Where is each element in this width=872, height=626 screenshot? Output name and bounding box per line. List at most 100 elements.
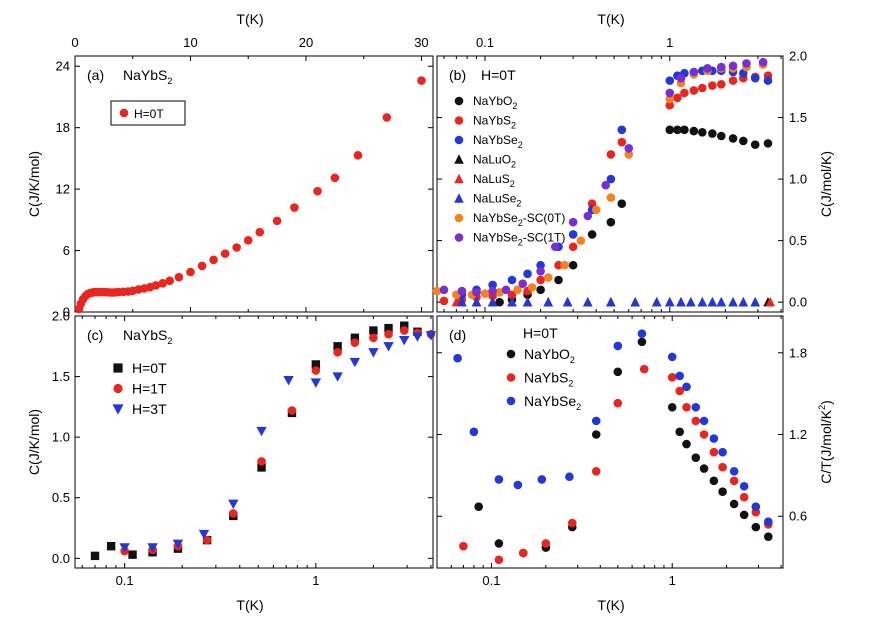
data-point — [568, 260, 578, 270]
data-point — [228, 499, 239, 509]
data-point — [728, 76, 738, 85]
legend-label: NaYbSe2 — [473, 133, 523, 150]
panel-tag: (b) — [449, 67, 466, 83]
data-point — [709, 476, 719, 486]
data-point — [617, 199, 627, 208]
data-point — [488, 280, 497, 290]
plot-frame — [74, 315, 434, 569]
data-point — [682, 402, 691, 412]
x-tick-label: 1 — [669, 573, 676, 588]
data-point — [480, 289, 490, 298]
data-point — [613, 367, 623, 377]
legend-label: H=0T — [134, 107, 164, 121]
data-point — [697, 296, 708, 307]
data-point — [518, 548, 528, 558]
legend-box — [110, 100, 186, 126]
data-point — [708, 81, 717, 90]
data-point — [763, 76, 773, 85]
data-point — [567, 518, 577, 528]
legend-marker — [454, 233, 464, 242]
data-point — [728, 61, 738, 71]
data-point — [507, 275, 517, 285]
data-point — [106, 541, 116, 551]
data-point — [739, 492, 749, 502]
data-point — [172, 539, 184, 549]
data-point — [601, 180, 610, 190]
data-point — [186, 267, 195, 277]
data-point — [565, 472, 574, 482]
y-axis-label: C(J/mol/K) — [818, 151, 834, 217]
data-point — [729, 466, 739, 476]
data-point — [583, 211, 593, 221]
legend-marker — [454, 213, 464, 223]
data-point — [290, 203, 299, 212]
data-point — [682, 382, 691, 392]
legend-marker — [113, 383, 123, 394]
data-point — [220, 249, 230, 258]
data-point — [313, 186, 322, 196]
series-1 — [120, 326, 436, 556]
legend-marker — [454, 154, 464, 164]
y-tick-label: 1.5 — [789, 110, 807, 125]
data-point — [738, 296, 748, 307]
data-point — [469, 427, 479, 437]
y-tick-label: 0.5 — [52, 490, 70, 505]
data-point — [439, 296, 449, 306]
data-point — [718, 447, 727, 457]
data-point — [232, 243, 241, 252]
y-tick-label: 18 — [56, 120, 70, 135]
y-tick-label: 2.0 — [52, 309, 70, 324]
data-point — [417, 76, 426, 85]
data-point — [665, 94, 675, 104]
data-point — [368, 348, 379, 358]
data-point — [665, 76, 675, 85]
data-point — [742, 59, 751, 68]
data-point — [243, 236, 253, 245]
series-2 — [453, 329, 773, 526]
data-point — [738, 136, 748, 146]
data-point — [689, 126, 699, 136]
x-tick-label-top: 30 — [414, 35, 428, 50]
plot-frame — [436, 55, 784, 313]
data-point — [764, 532, 773, 541]
series-2 — [119, 331, 437, 553]
data-point — [541, 539, 551, 548]
data-point — [457, 286, 467, 296]
x-tick-label: 0.1 — [116, 573, 134, 588]
data-point — [256, 426, 267, 437]
legend-label: H=0T — [132, 360, 167, 376]
panel-title: H=0T — [481, 67, 516, 83]
series-3 — [457, 296, 773, 307]
data-point — [310, 378, 322, 388]
data-point — [568, 242, 578, 252]
data-point — [384, 329, 393, 339]
data-point — [591, 430, 601, 439]
data-point — [90, 551, 100, 561]
data-point — [617, 137, 627, 147]
data-point — [617, 125, 627, 135]
data-point — [353, 151, 363, 160]
legend-label: H=1T — [132, 381, 167, 397]
series-5 — [457, 296, 760, 307]
data-point — [501, 285, 511, 295]
x-tick-label-top: 10 — [183, 35, 197, 50]
data-point — [758, 57, 768, 67]
panel-c: 0.0 0.5 1.0 1.5 2.0 0.1 1 C(J/K/mol) (c) NaYbS2 H=… — [26, 309, 437, 588]
data-point — [272, 216, 282, 226]
x-tick-label-top: 1 — [666, 35, 673, 50]
series-0 — [74, 76, 426, 314]
data-point — [554, 260, 563, 270]
data-point — [739, 510, 749, 520]
top-left-axis-label: T(K) — [236, 11, 263, 27]
legend-marker — [113, 363, 123, 373]
data-point — [311, 360, 321, 369]
y-axis-label: C(J/K/mol) — [26, 151, 42, 217]
legend: H=0T H=1T H=3T — [112, 360, 167, 417]
data-point — [209, 255, 218, 265]
data-point — [536, 285, 545, 295]
data-point — [751, 522, 761, 532]
data-point — [676, 296, 686, 307]
series-0 — [474, 337, 773, 558]
data-point — [606, 217, 616, 227]
legend-label: NaLuO2 — [473, 153, 516, 170]
